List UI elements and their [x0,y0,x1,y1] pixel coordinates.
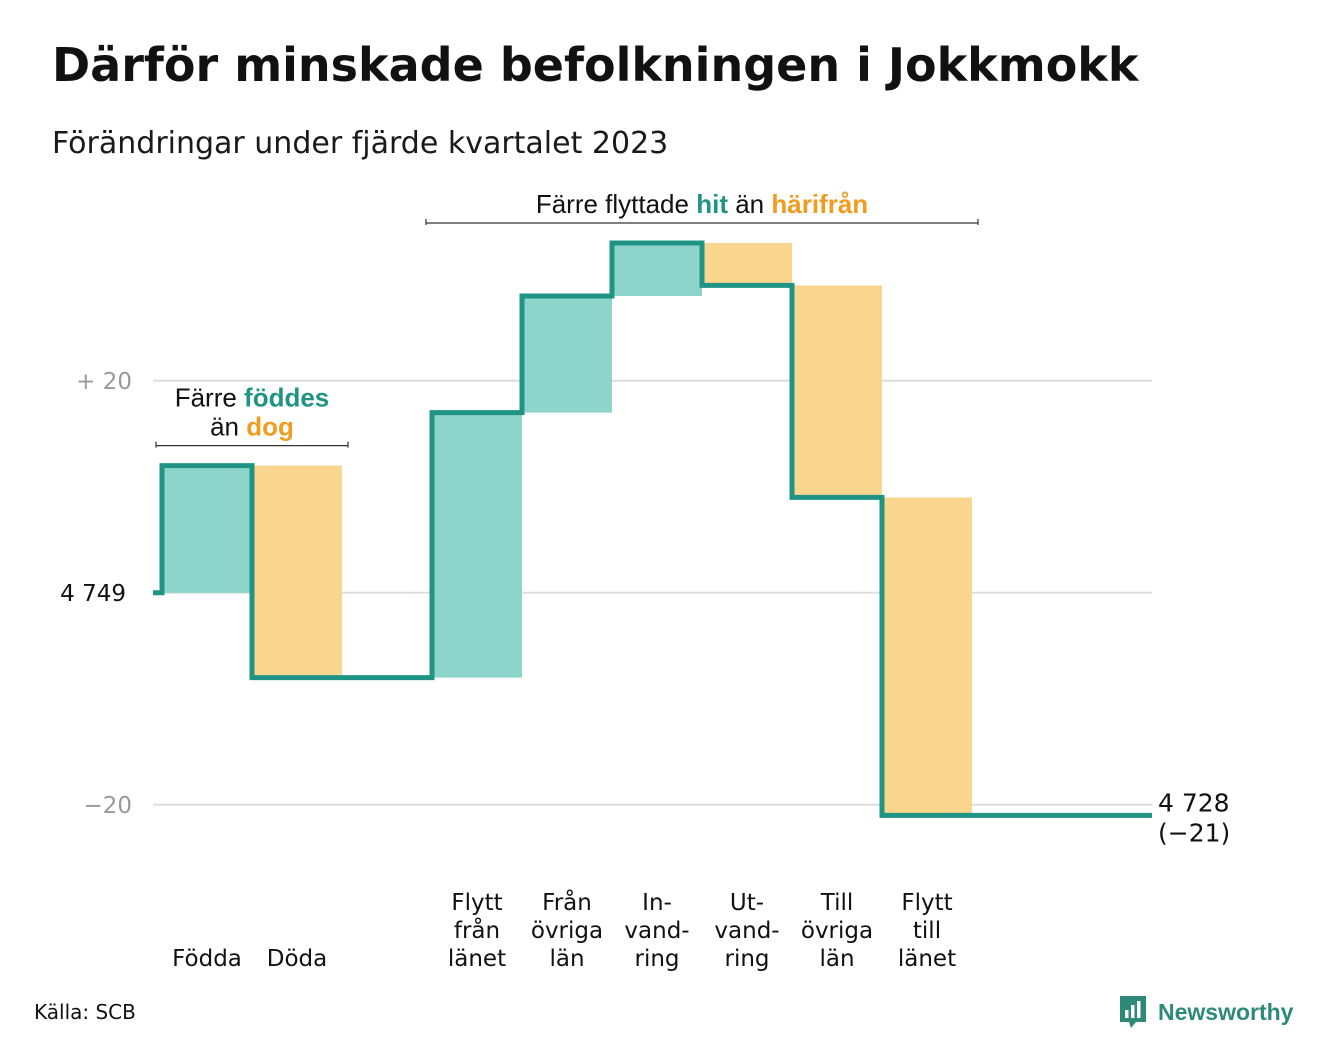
x-tick-label: Ut- [730,890,764,916]
bar-till [792,285,882,498]
x-tick-label: Flytt [451,890,502,916]
y-tick-label: 4 749 [60,581,126,607]
x-tick-label: länet [448,946,506,972]
annotation-segment: hit [696,189,728,219]
x-tick-label: från [454,916,500,944]
x-tick-label: Till [820,890,854,916]
x-tick-label: ring [724,946,769,972]
annotation-text: Färre flyttade hit än härifrån [536,189,868,219]
x-tick-label: Födda [172,946,242,972]
newsworthy-chart-icon [1120,996,1146,1028]
x-tick-label: Döda [267,946,327,972]
bar-från [522,296,612,413]
bar-döda [252,465,342,678]
x-tick-label: övriga [531,918,603,944]
annotation-segment: föddes [244,383,329,413]
chart-subtitle: Förändringar under fjärde kvartalet 2023 [52,126,669,161]
y-tick-label: −20 [83,793,132,819]
x-tick-label: vand- [714,918,779,944]
bars [162,243,972,816]
end-value-label: 4 728 [1158,788,1230,817]
running-total-line [153,240,1152,818]
annotation-segment: Färre [175,383,244,413]
x-tick-label: län [819,946,854,972]
x-tick-label: länet [898,946,956,972]
annotation-text: Färre föddes [175,383,330,413]
running-total-path [153,240,1152,818]
logo-text: Newsworthy [1158,998,1294,1025]
x-tick-label: till [913,918,941,944]
bar-ut [702,243,792,286]
bar-födda [162,465,252,593]
y-tick-label: + 20 [76,369,132,395]
x-tick-label: In- [642,890,672,916]
bar-flytt [432,412,522,678]
x-tick-label: län [549,946,584,972]
annotation-segment: än [210,412,246,442]
x-tick-label: övriga [801,918,873,944]
x-tick-label: Flytt [901,890,952,916]
bar-in [612,243,702,296]
x-tick-label: ring [634,946,679,972]
annotation-text: än dog [210,412,294,442]
x-tick-label: Från [542,888,592,916]
bar-flytt [882,497,972,816]
annotation-segment: Färre flyttade [536,189,696,219]
annotation-segment: än [728,189,771,219]
net-change-label: (−21) [1158,818,1230,847]
newsworthy-logo: Newsworthy [1118,994,1293,1030]
chart-title: Därför minskade befolkningen i Jokkmokk [52,38,1139,92]
annotation-segment: härifrån [771,189,868,219]
annotation-segment: dog [246,412,294,442]
source-note: Källa: SCB [34,1000,136,1024]
x-tick-label: vand- [624,918,689,944]
